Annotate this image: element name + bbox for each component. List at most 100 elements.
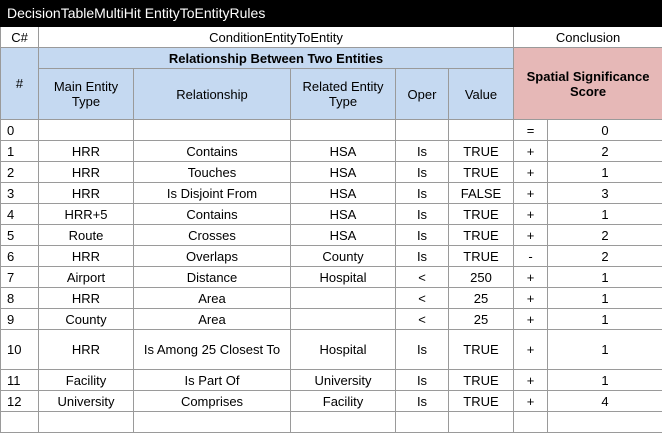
table-cell: Airport bbox=[38, 266, 134, 288]
table-cell: + bbox=[513, 308, 548, 330]
table-cell: County bbox=[290, 245, 396, 267]
table-cell: 0 bbox=[546, 119, 662, 141]
header-cell: ConditionEntityToEntity bbox=[38, 26, 514, 48]
table-cell: Distance bbox=[133, 266, 291, 288]
table-cell: TRUE bbox=[448, 203, 514, 225]
table-cell bbox=[290, 287, 396, 309]
table-cell: Is bbox=[395, 203, 449, 225]
table-row: 11 Facility Is Part Of University Is TRUE +1 bbox=[0, 369, 662, 391]
header-cell: C# bbox=[0, 26, 39, 48]
empty-cell bbox=[395, 411, 449, 433]
table-cell: - bbox=[513, 245, 548, 267]
empty-cell bbox=[133, 411, 291, 433]
empty-cell bbox=[0, 411, 39, 433]
table-cell: + bbox=[513, 369, 548, 391]
table-title: DecisionTableMultiHit EntityToEntityRule… bbox=[0, 0, 662, 27]
empty-cell bbox=[513, 411, 548, 433]
table-body: 0 = 0 1 HRR Contains HSA Is TRUE +2 2 HRR Touches HSA… bbox=[0, 119, 662, 433]
table-cell: 1 bbox=[546, 266, 662, 288]
table-cell: TRUE bbox=[448, 161, 514, 183]
table-cell bbox=[38, 119, 134, 141]
table-row: 12 University Comprises Facility Is TRUE +4 bbox=[0, 390, 662, 412]
table-cell: University bbox=[38, 390, 134, 412]
table-cell: HSA bbox=[290, 140, 396, 162]
column-header: Relationship bbox=[133, 68, 291, 120]
table-cell: Facility bbox=[290, 390, 396, 412]
empty-cell bbox=[38, 411, 134, 433]
table-cell: TRUE bbox=[448, 224, 514, 246]
table-cell: Contains bbox=[133, 203, 291, 225]
table-cell: Is bbox=[395, 245, 449, 267]
table-row: 9 County Area <25 +1 bbox=[0, 308, 662, 330]
table-cell: Crosses bbox=[133, 224, 291, 246]
table-cell: HSA bbox=[290, 224, 396, 246]
table-cell: + bbox=[513, 390, 548, 412]
table-cell: HRR bbox=[38, 329, 134, 370]
table-cell: 12 bbox=[0, 390, 39, 412]
column-header: Main Entity Type bbox=[38, 68, 134, 120]
table-cell: Area bbox=[133, 287, 291, 309]
table-cell: 1 bbox=[546, 329, 662, 370]
table-cell: 9 bbox=[0, 308, 39, 330]
table-cell: Is Disjoint From bbox=[133, 182, 291, 204]
empty-cell bbox=[546, 411, 662, 433]
table-cell: Area bbox=[133, 308, 291, 330]
table-cell: 25 bbox=[448, 287, 514, 309]
table-cell: University bbox=[290, 369, 396, 391]
table-cell: Comprises bbox=[133, 390, 291, 412]
table-row: 4 HRR+5 Contains HSA Is TRUE +1 bbox=[0, 203, 662, 225]
column-header: Related Entity Type bbox=[290, 68, 396, 120]
header-cell: Conclusion bbox=[512, 26, 662, 48]
group-header: Relationship Between Two Entities bbox=[38, 47, 514, 69]
table-cell: County bbox=[38, 308, 134, 330]
table-cell: + bbox=[513, 266, 548, 288]
table-cell bbox=[133, 119, 291, 141]
table-cell: + bbox=[513, 329, 548, 370]
table-cell: Hospital bbox=[290, 266, 396, 288]
table-cell: TRUE bbox=[448, 369, 514, 391]
table-row: 0 = 0 bbox=[0, 119, 662, 141]
table-cell: HRR+5 bbox=[38, 203, 134, 225]
table-cell: < bbox=[395, 266, 449, 288]
table-cell: 1 bbox=[546, 203, 662, 225]
table-cell: FALSE bbox=[448, 182, 514, 204]
table-cell: + bbox=[513, 224, 548, 246]
table-cell: 8 bbox=[0, 287, 39, 309]
table-cell: 2 bbox=[546, 245, 662, 267]
table-cell: Is bbox=[395, 329, 449, 370]
table-cell: TRUE bbox=[448, 245, 514, 267]
table-cell: Is bbox=[395, 224, 449, 246]
table-cell: + bbox=[513, 182, 548, 204]
table-cell: HRR bbox=[38, 245, 134, 267]
table-cell: + bbox=[513, 161, 548, 183]
header-cell: # bbox=[0, 47, 39, 120]
table-cell: Route bbox=[38, 224, 134, 246]
table-cell: 1 bbox=[546, 308, 662, 330]
table-cell: 0 bbox=[0, 119, 39, 141]
table-cell: TRUE bbox=[448, 140, 514, 162]
table-cell: HRR bbox=[38, 182, 134, 204]
table-cell bbox=[395, 119, 449, 141]
table-cell: Touches bbox=[133, 161, 291, 183]
table-cell: 4 bbox=[0, 203, 39, 225]
table-cell: Is Among 25 Closest To bbox=[133, 329, 291, 370]
table-cell: HSA bbox=[290, 161, 396, 183]
table-row: 10 HRR Is Among 25 Closest To Hospital Is TRU… bbox=[0, 329, 662, 370]
table-cell: Hospital bbox=[290, 329, 396, 370]
table-cell: 3 bbox=[0, 182, 39, 204]
table-cell: Is bbox=[395, 182, 449, 204]
table-row: 1 HRR Contains HSA Is TRUE +2 bbox=[0, 140, 662, 162]
table-cell: Is bbox=[395, 369, 449, 391]
table-cell: 250 bbox=[448, 266, 514, 288]
table-row: 5 Route Crosses HSA Is TRUE +2 bbox=[0, 224, 662, 246]
table-cell: 5 bbox=[0, 224, 39, 246]
table-cell: 10 bbox=[0, 329, 39, 370]
table-cell: 3 bbox=[546, 182, 662, 204]
table-cell: 11 bbox=[0, 369, 39, 391]
table-cell bbox=[290, 308, 396, 330]
table-row: 6 HRR Overlaps County Is TRUE -2 bbox=[0, 245, 662, 267]
table-cell: 1 bbox=[546, 161, 662, 183]
table-cell: + bbox=[513, 287, 548, 309]
table-row: 2 HRR Touches HSA Is TRUE +1 bbox=[0, 161, 662, 183]
